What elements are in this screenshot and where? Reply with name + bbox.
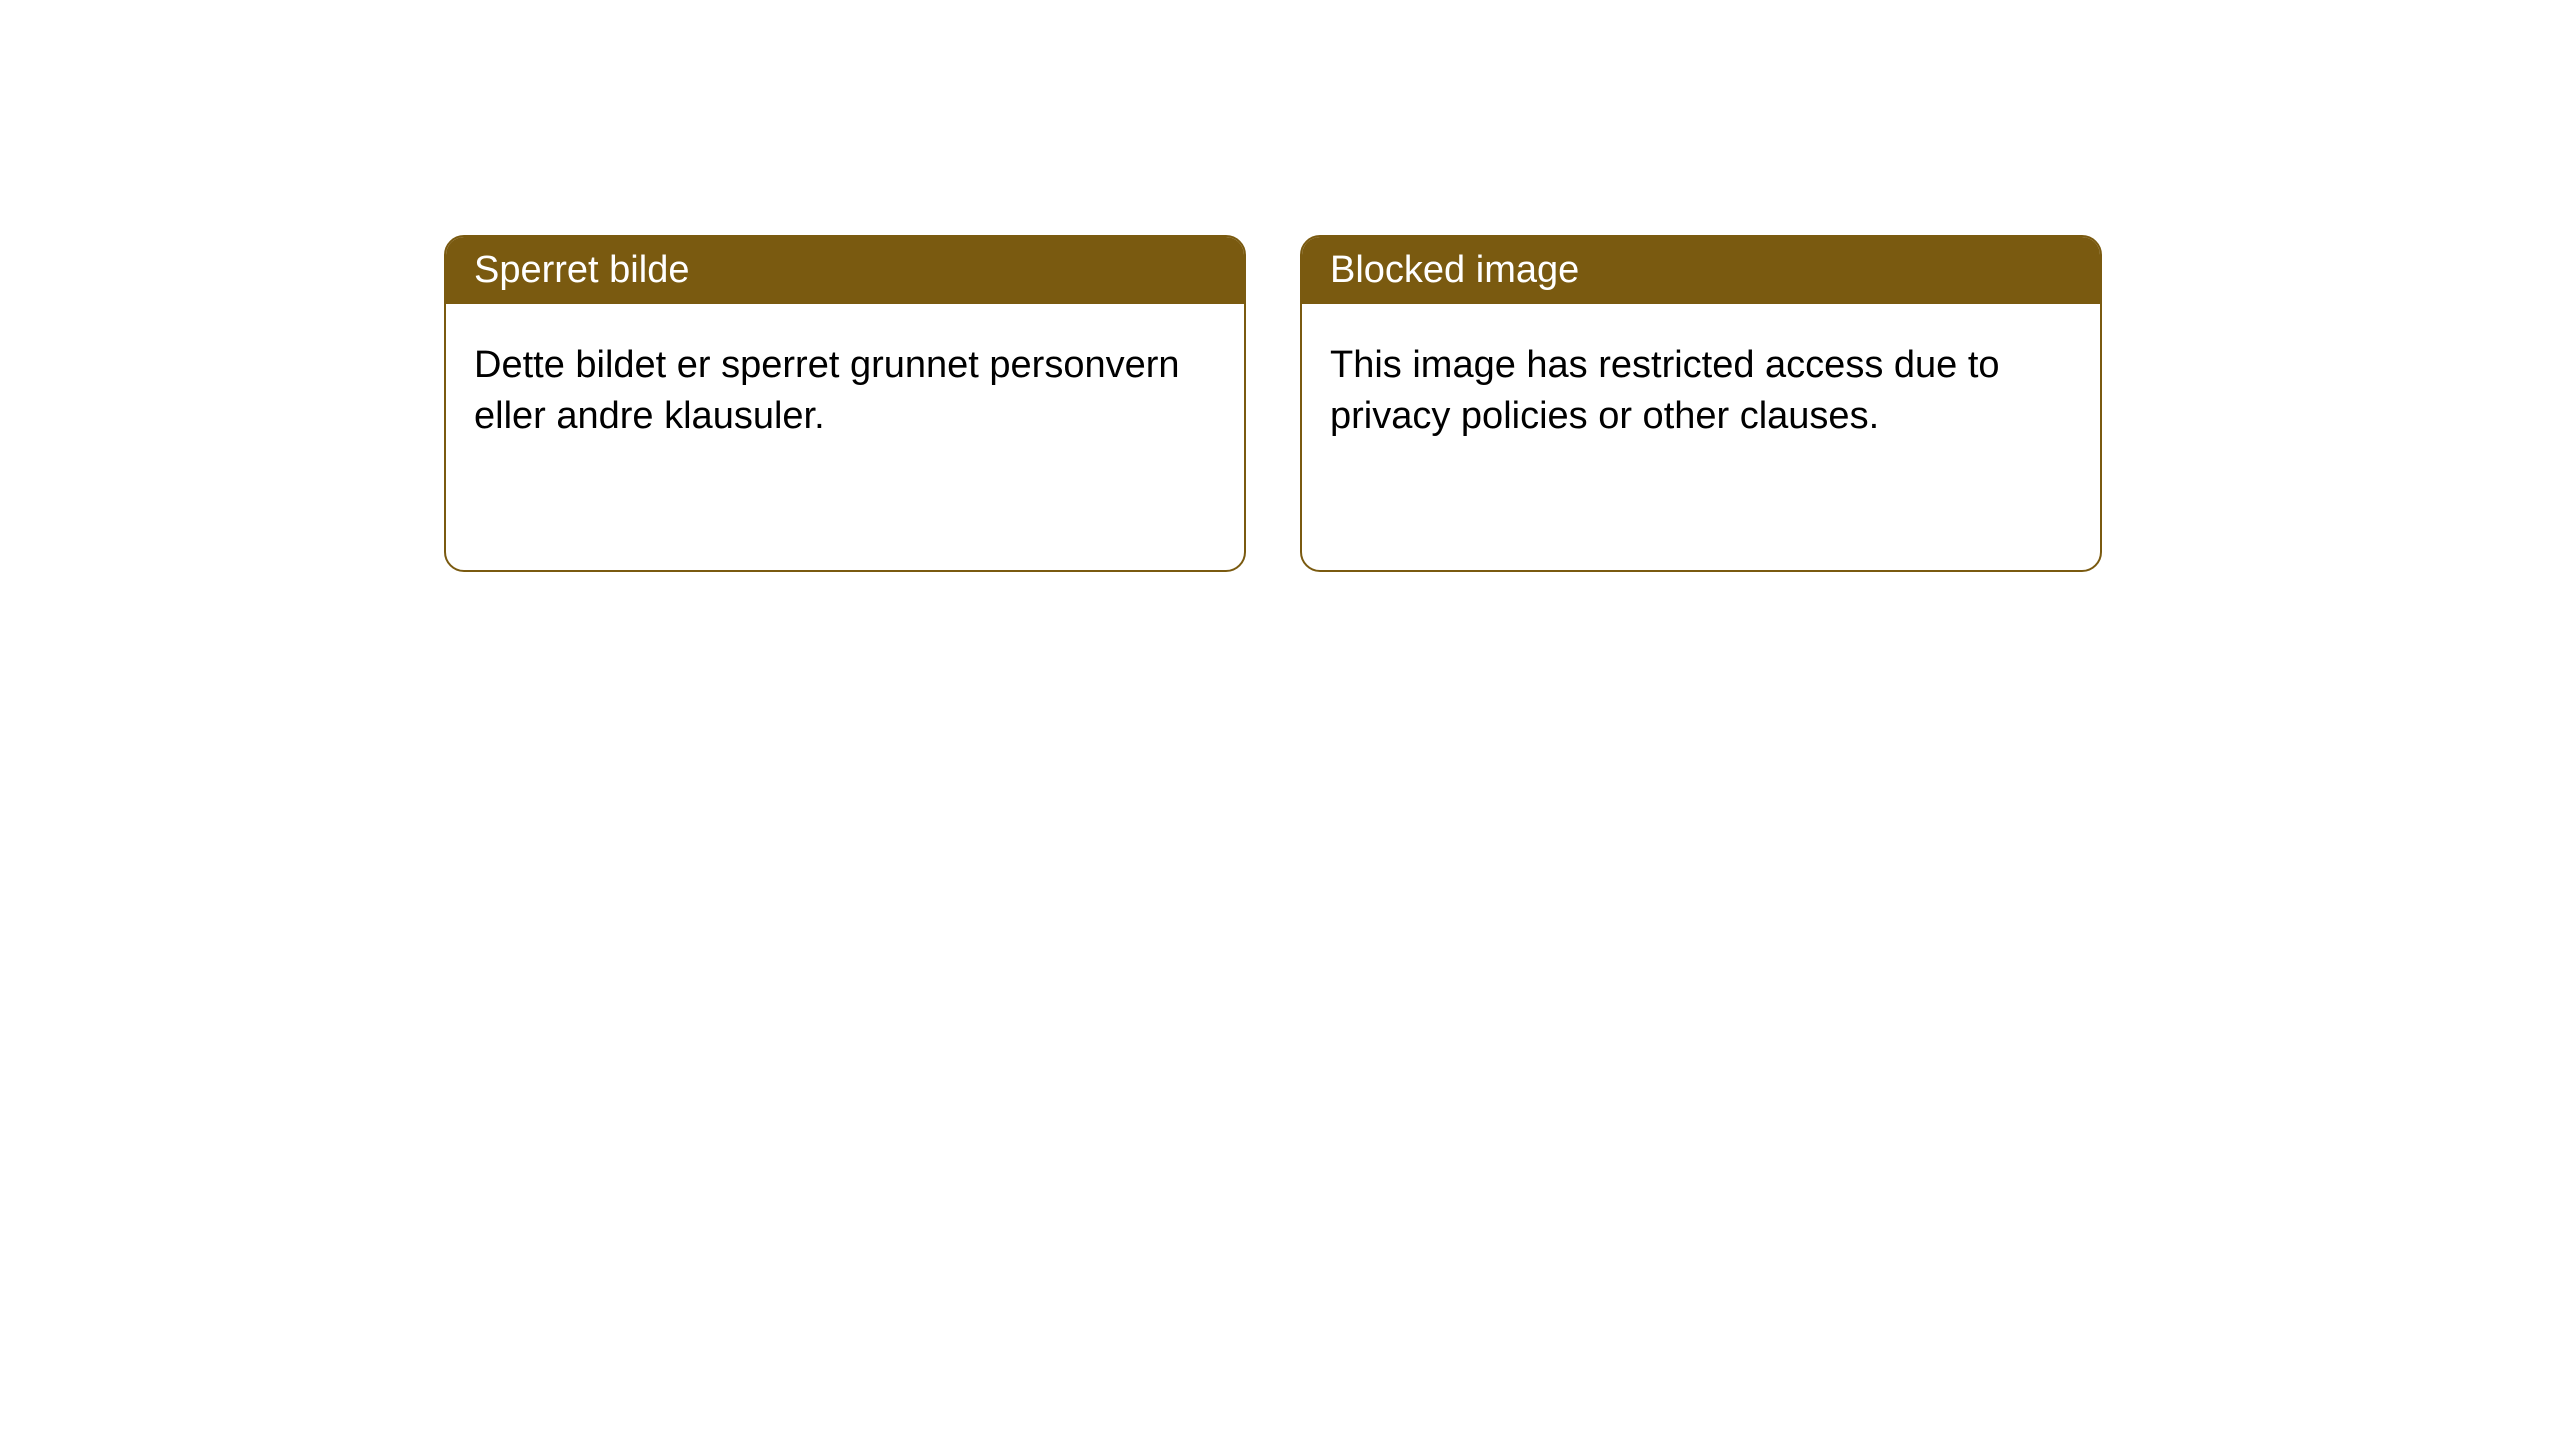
notice-header: Blocked image [1302,237,2100,304]
notice-body-text: This image has restricted access due to … [1330,344,2000,437]
notice-body-text: Dette bildet er sperret grunnet personve… [474,344,1180,437]
notice-title: Sperret bilde [474,249,689,291]
notice-card-english: Blocked image This image has restricted … [1300,235,2102,572]
notice-card-norwegian: Sperret bilde Dette bildet er sperret gr… [444,235,1246,572]
notice-body: This image has restricted access due to … [1302,304,2100,479]
notice-container: Sperret bilde Dette bildet er sperret gr… [444,235,2102,572]
notice-header: Sperret bilde [446,237,1244,304]
notice-body: Dette bildet er sperret grunnet personve… [446,304,1244,479]
notice-title: Blocked image [1330,249,1579,291]
